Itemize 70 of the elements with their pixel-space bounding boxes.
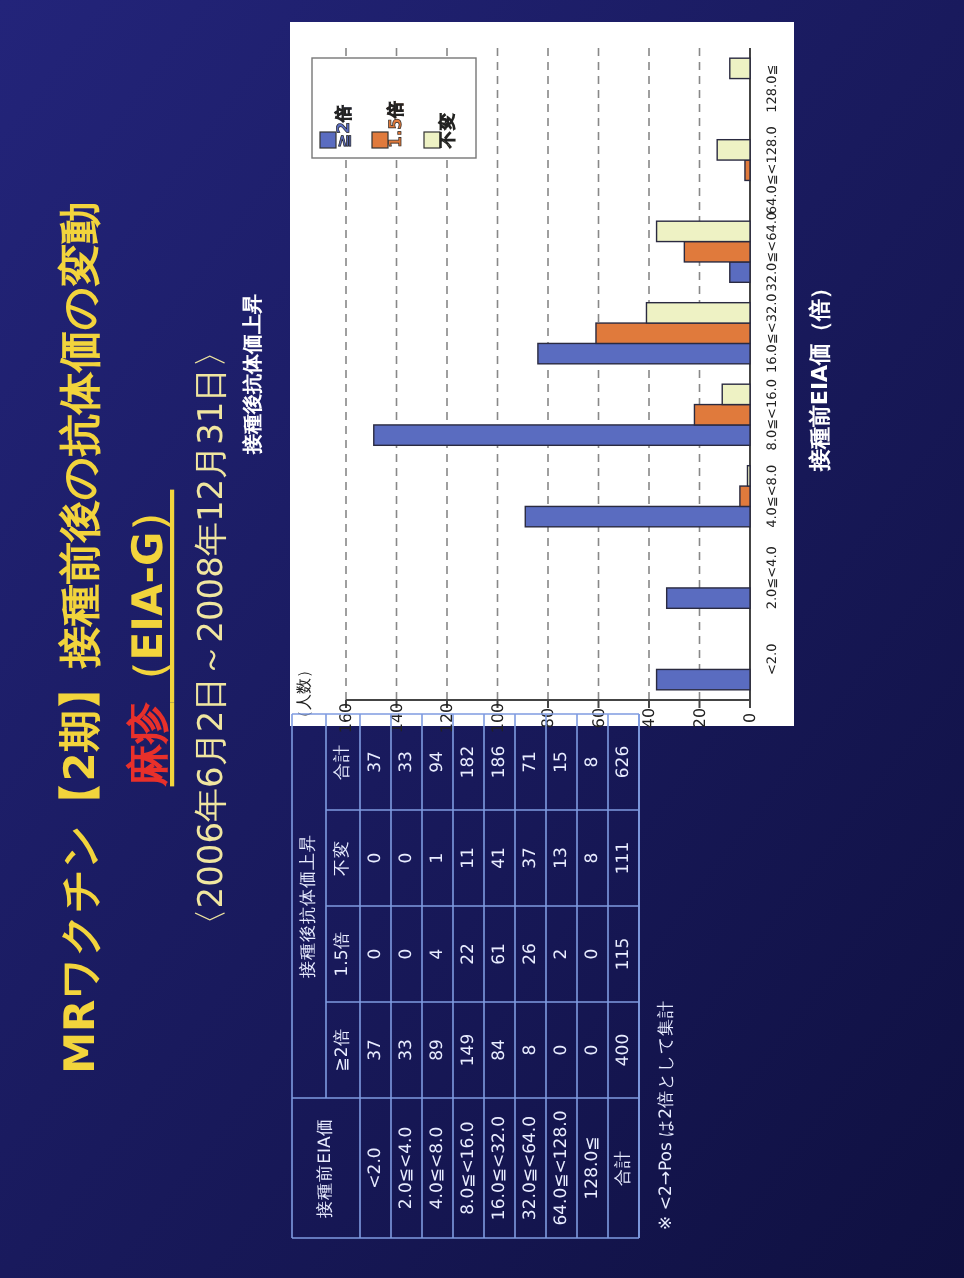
category-label: 128.0≦ [582,1136,603,1200]
category-label: 32.0≦<64.0 [520,1115,541,1221]
category-label: <2.0 [365,1147,386,1189]
text: 合計 [611,1150,634,1186]
text: 8 [520,1044,541,1056]
x-tick-label: 160 [337,702,355,734]
text: 0 [396,948,417,960]
text: 84 [489,1039,510,1061]
text: 接種前EIA価 [314,1118,336,1218]
text: 71 [520,751,541,773]
legend-item: 不変 [423,112,459,149]
text: 不変 [333,840,353,876]
x-tick-label: 0 [741,712,759,724]
text: 15 [551,751,572,773]
text: 8 [582,852,603,864]
x-tick-label: 20 [690,707,709,729]
text: MRワクチン【2期】接種前後の抗体価の変動 [56,202,104,1074]
text: 2 [551,948,572,960]
x-tick-label: 120 [438,702,456,734]
category-label: 16.0≦<32.0 [489,1115,510,1221]
text: 26 [520,943,541,965]
text: （人数） [295,662,313,726]
text: 合計 [331,744,353,780]
text: 1 [427,852,448,864]
text: 149 [458,1033,479,1067]
text: 13 [551,847,572,869]
text: 115 [613,937,634,971]
text: 4 [427,948,448,960]
category-label: 8.0≦<16.0 [458,1121,479,1215]
text: 麻疹（EIA-G） [124,489,172,789]
x-tick-label: 60 [589,707,608,729]
text: 61 [489,943,510,965]
text: 22 [458,943,479,965]
text: 8 [582,756,603,768]
x-tick-label: 40 [640,707,658,729]
category-label: 64.0≦<128.0 [551,1110,572,1226]
legend-label: 不変 [437,112,459,150]
y-axis-title: 接種前EIA価（倍） [807,276,833,474]
legend-item: 1.5倍 [371,99,407,149]
text: 〈2006年6月2日～2008年12月31日〉 [192,333,232,943]
text: 0 [582,948,603,960]
text: 94 [427,751,448,773]
legend-item: ≧2倍 [319,103,355,149]
text: 37 [365,751,386,773]
text: 111 [613,841,634,875]
text: 0 [365,852,386,864]
category-label: 4.0≦<8.0 [427,1126,448,1210]
text: 182 [458,745,479,779]
text: 37 [365,1039,386,1061]
text: 33 [396,751,417,773]
text: 41 [489,847,510,869]
x-tick-label: 80 [539,707,557,729]
x-tick-label: 140 [387,702,406,734]
text: 37 [520,847,541,869]
text: 1.5倍 [333,931,353,977]
text: 0 [582,1044,603,1056]
text: 33 [396,1039,417,1061]
text: ≧2倍 [333,1028,353,1072]
text: 11 [458,847,479,869]
text: 89 [427,1039,448,1061]
text: 186 [489,745,510,779]
text: 400 [613,1033,634,1067]
legend-title: 接種後抗体価上昇 [241,294,265,456]
text: 接種後抗体価上昇 [299,834,319,978]
text: 0 [551,1044,572,1056]
category-label: 2.0≦<4.0 [396,1126,417,1210]
text: 0 [365,948,386,960]
text: 0 [396,852,417,864]
text: 626 [613,745,634,779]
text: ※ <2→Pos は2倍として集計 [655,999,677,1230]
